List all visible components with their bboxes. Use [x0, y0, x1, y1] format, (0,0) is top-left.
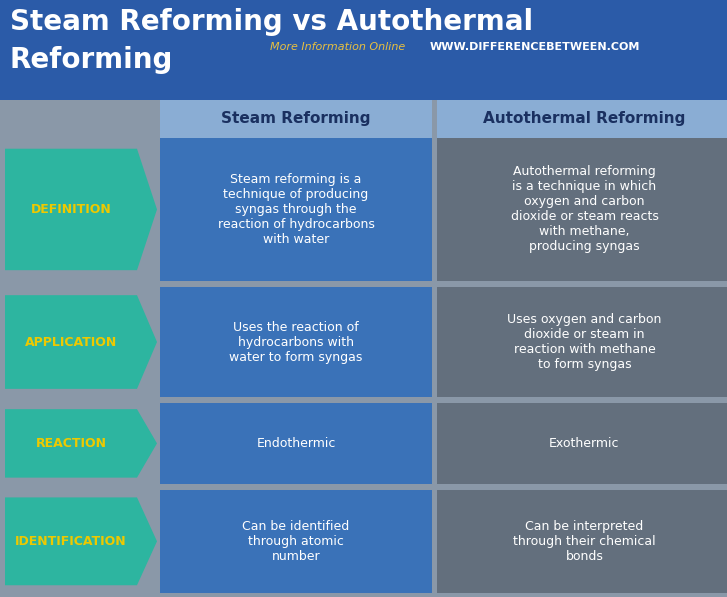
Text: Can be interpreted
through their chemical
bonds: Can be interpreted through their chemica… — [513, 520, 656, 563]
Text: Endothermic: Endothermic — [257, 437, 336, 450]
Text: Steam Reforming vs Autothermal: Steam Reforming vs Autothermal — [10, 8, 533, 36]
Text: Autothermal Reforming: Autothermal Reforming — [483, 112, 686, 127]
FancyBboxPatch shape — [160, 100, 432, 138]
Polygon shape — [5, 409, 157, 478]
FancyBboxPatch shape — [160, 403, 432, 484]
Text: REACTION: REACTION — [36, 437, 106, 450]
Text: DEFINITION: DEFINITION — [31, 203, 111, 216]
Text: IDENTIFICATION: IDENTIFICATION — [15, 535, 126, 548]
FancyBboxPatch shape — [160, 138, 432, 281]
Text: Steam Reforming: Steam Reforming — [221, 112, 371, 127]
FancyBboxPatch shape — [437, 138, 727, 281]
Polygon shape — [5, 295, 157, 389]
FancyBboxPatch shape — [0, 0, 727, 100]
Text: Uses the reaction of
hydrocarbons with
water to form syngas: Uses the reaction of hydrocarbons with w… — [229, 321, 363, 364]
FancyBboxPatch shape — [437, 403, 727, 484]
FancyBboxPatch shape — [437, 287, 727, 397]
Text: Steam reforming is a
technique of producing
syngas through the
reaction of hydro: Steam reforming is a technique of produc… — [217, 173, 374, 246]
Text: APPLICATION: APPLICATION — [25, 336, 117, 349]
FancyBboxPatch shape — [160, 490, 432, 593]
Text: Reforming: Reforming — [10, 46, 173, 74]
FancyBboxPatch shape — [437, 490, 727, 593]
Text: Exothermic: Exothermic — [550, 437, 619, 450]
Polygon shape — [5, 497, 157, 585]
Text: WWW.DIFFERENCEBETWEEN.COM: WWW.DIFFERENCEBETWEEN.COM — [430, 42, 640, 52]
Text: Can be identified
through atomic
number: Can be identified through atomic number — [242, 520, 350, 563]
Text: More Information Online: More Information Online — [270, 42, 405, 52]
Text: Autothermal reforming
is a technique in which
oxygen and carbon
dioxide or steam: Autothermal reforming is a technique in … — [510, 165, 659, 254]
Polygon shape — [5, 149, 157, 270]
Text: Uses oxygen and carbon
dioxide or steam in
reaction with methane
to form syngas: Uses oxygen and carbon dioxide or steam … — [507, 313, 662, 371]
FancyBboxPatch shape — [437, 100, 727, 138]
FancyBboxPatch shape — [160, 287, 432, 397]
